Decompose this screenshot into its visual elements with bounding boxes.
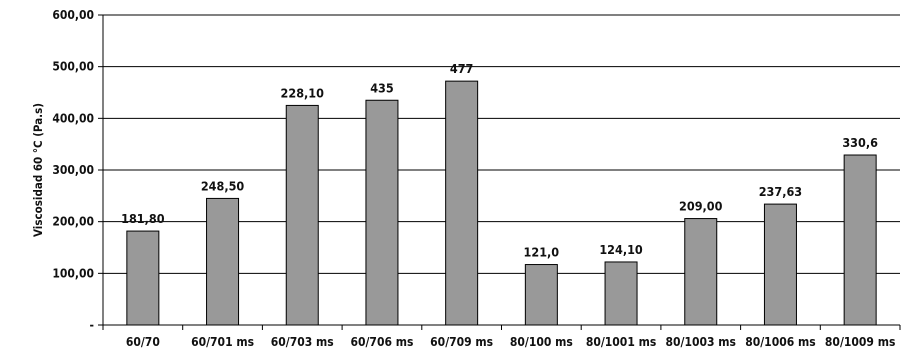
data-label: 248,50 [201,178,245,193]
bar [285,104,319,326]
x-tick-label: 80/1003 ms [666,335,736,349]
bar [445,80,479,326]
x-tick-label: 60/706 ms [350,335,413,349]
bars [126,80,877,326]
data-label: 330,6 [842,135,878,150]
data-label: 181,80 [121,211,165,226]
y-tick-label: - [90,318,94,332]
y-tick-label: 600,00 [52,8,94,22]
x-tick-label: 80/100 ms [510,335,573,349]
x-tick-label: 80/1009 ms [825,335,895,349]
y-tick-label: 200,00 [52,215,94,229]
bar [365,99,399,326]
x-tick-label: 80/1001 ms [586,335,656,349]
bar [763,203,797,326]
bar [684,218,718,326]
data-label: 228,10 [281,85,325,100]
data-label: 237,63 [759,184,802,199]
y-tick-label: 500,00 [52,60,94,74]
data-label: 435 [370,80,394,95]
y-tick-label: 400,00 [52,111,94,125]
y-tick-label: 100,00 [52,266,94,280]
bar [126,230,160,326]
x-tick-label: 60/703 ms [271,335,334,349]
data-label: 477 [450,61,473,76]
bar [604,261,638,326]
x-tick-label: 60/701 ms [191,335,254,349]
data-labels: 181,80 248,50 228,10 435 477 121,0 124,10 209,0… [121,61,878,259]
bar [206,197,240,326]
data-label: 124,10 [599,242,643,257]
bar [843,154,877,326]
y-axis: - 100,00 200,00 300,00 400,00 500,00 600,00 [52,8,104,332]
data-label: 121,0 [524,245,560,260]
x-tick-label: 80/1006 ms [745,335,815,349]
data-label: 209,00 [679,199,723,214]
x-tick-label: 60/70 [126,335,160,349]
y-axis-label: Viscosidad 60 °C (Pa.s) [31,103,45,237]
x-axis: 60/70 60/701 ms 60/703 ms 60/706 ms 60/709 m… [102,324,901,349]
y-tick-label: 300,00 [52,163,94,177]
x-tick-label: 60/709 ms [430,335,493,349]
bar [524,264,558,326]
